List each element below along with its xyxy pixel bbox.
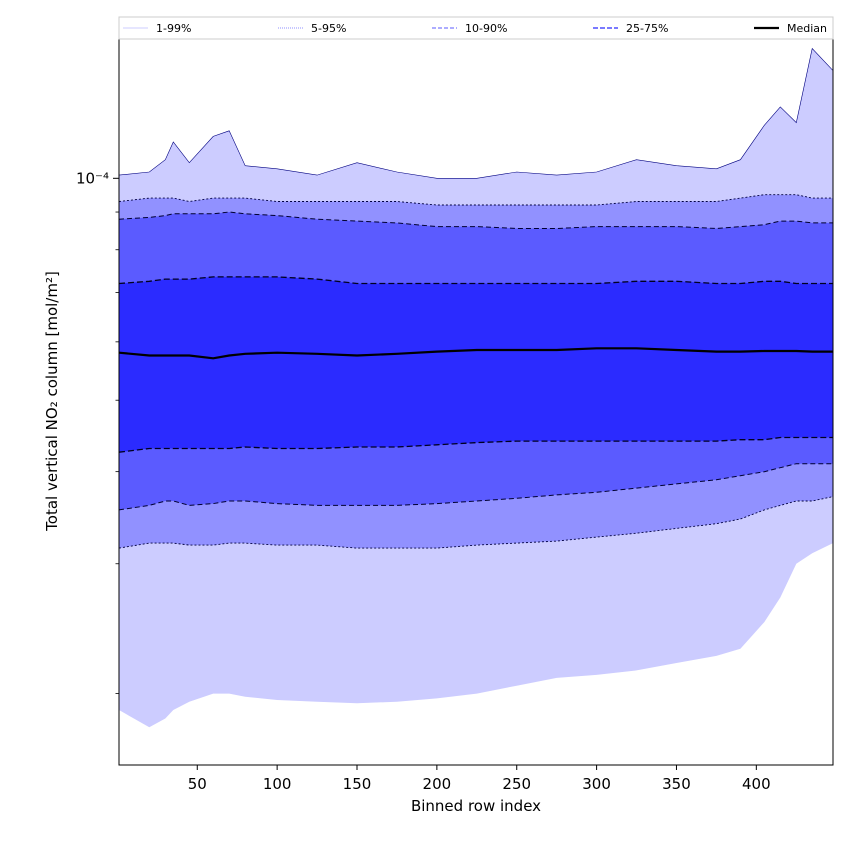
x-tick-label: 150 bbox=[343, 775, 372, 793]
x-tick-label: 350 bbox=[662, 775, 691, 793]
band-1-99%-upper-line bbox=[118, 47, 834, 179]
x-tick-label: 50 bbox=[188, 775, 207, 793]
percentile-bands bbox=[119, 48, 833, 728]
band-25-75%-lower-line bbox=[118, 436, 833, 453]
y-axis-label: Total vertical NO₂ column [mol/m²] bbox=[43, 271, 61, 532]
x-axis-ticks: 50 100 150 200 250 300 350 400 bbox=[188, 765, 771, 793]
legend-label-10-90%: 10-90% bbox=[465, 22, 507, 35]
x-tick-label: 400 bbox=[742, 775, 771, 793]
legend: 1-99% 5-95% 10-90% 25-75% Median bbox=[118, 16, 834, 40]
x-tick-label: 250 bbox=[502, 775, 531, 793]
legend-label-5-95%: 5-95% bbox=[311, 22, 346, 35]
band-25-75%-area bbox=[119, 276, 833, 453]
x-axis-label: Binned row index bbox=[411, 797, 541, 815]
band-25-75%-upper-line bbox=[118, 276, 833, 285]
median-line bbox=[118, 347, 833, 360]
percentile-lines bbox=[118, 47, 834, 549]
y-axis-ticks: 10⁻⁴ bbox=[76, 169, 119, 694]
band-10-90%-upper-line bbox=[118, 211, 833, 230]
y-tick-label: 10⁻⁴ bbox=[76, 169, 109, 187]
x-tick-label: 300 bbox=[582, 775, 611, 793]
x-tick-label: 200 bbox=[423, 775, 452, 793]
legend-label-1-99%: 1-99% bbox=[156, 22, 191, 35]
band-5-95%-lower-line bbox=[118, 496, 834, 549]
legend-label-Median: Median bbox=[787, 22, 827, 35]
x-tick-label: 100 bbox=[263, 775, 292, 793]
legend-label-25-75%: 25-75% bbox=[626, 22, 668, 35]
band-10-90%-lower-line bbox=[118, 463, 833, 511]
legend-box bbox=[118, 16, 834, 40]
